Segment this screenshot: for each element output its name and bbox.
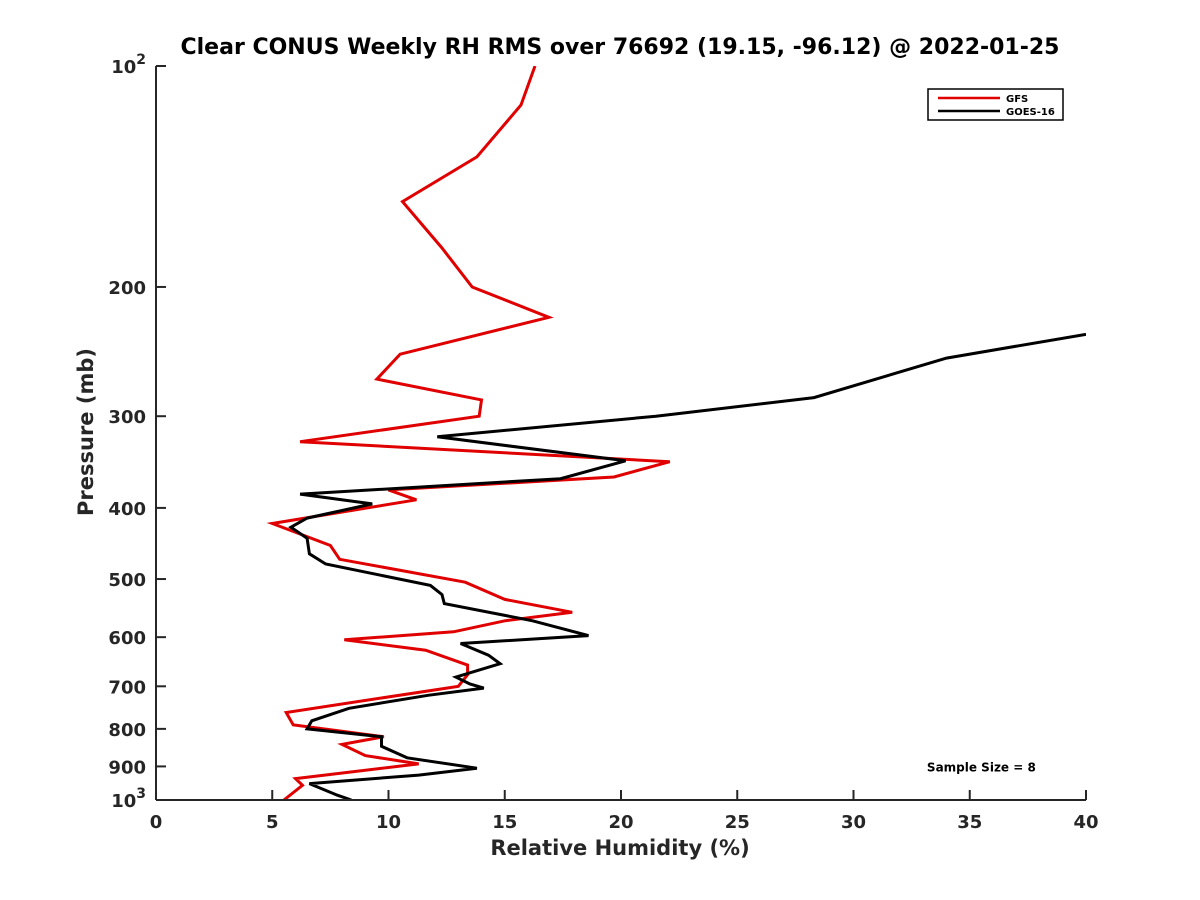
y-tick-label: 300 (108, 407, 146, 428)
chart-title: Clear CONUS Weekly RH RMS over 76692 (19… (181, 35, 1060, 60)
x-tick-label: 35 (957, 812, 982, 833)
x-tick-label: 25 (725, 812, 750, 833)
y-tick-label: 102 (111, 52, 146, 78)
x-tick-label: 20 (608, 812, 633, 833)
y-tick-label: 200 (108, 278, 146, 299)
y-tick-label: 500 (108, 570, 146, 591)
y-tick-label: 400 (108, 499, 146, 520)
x-axis-label: Relative Humidity (%) (490, 836, 749, 860)
legend-box (927, 88, 1064, 121)
y-tick-label: 103 (111, 786, 146, 812)
x-tick-label: 30 (841, 812, 866, 833)
sample-size-annotation: Sample Size = 8 (927, 760, 1036, 774)
x-tick-label: 15 (492, 812, 517, 833)
x-tick-label: 10 (376, 812, 401, 833)
x-tick-label: 5 (266, 812, 279, 833)
legend-label: GFS (1006, 94, 1028, 105)
y-tick-label: 900 (108, 757, 146, 778)
x-tick-label: 40 (1073, 812, 1098, 833)
legend-label: GOES-16 (1006, 107, 1055, 118)
y-tick-label: 600 (108, 628, 146, 649)
series-line-goes-16 (288, 332, 1086, 800)
x-tick-label: 0 (150, 812, 163, 833)
y-axis-label: Pressure (mb) (74, 348, 98, 516)
legend: GFS GOES-16 (927, 88, 1064, 121)
y-tick-label: 700 (108, 677, 146, 698)
y-tick-label: 800 (108, 720, 146, 741)
